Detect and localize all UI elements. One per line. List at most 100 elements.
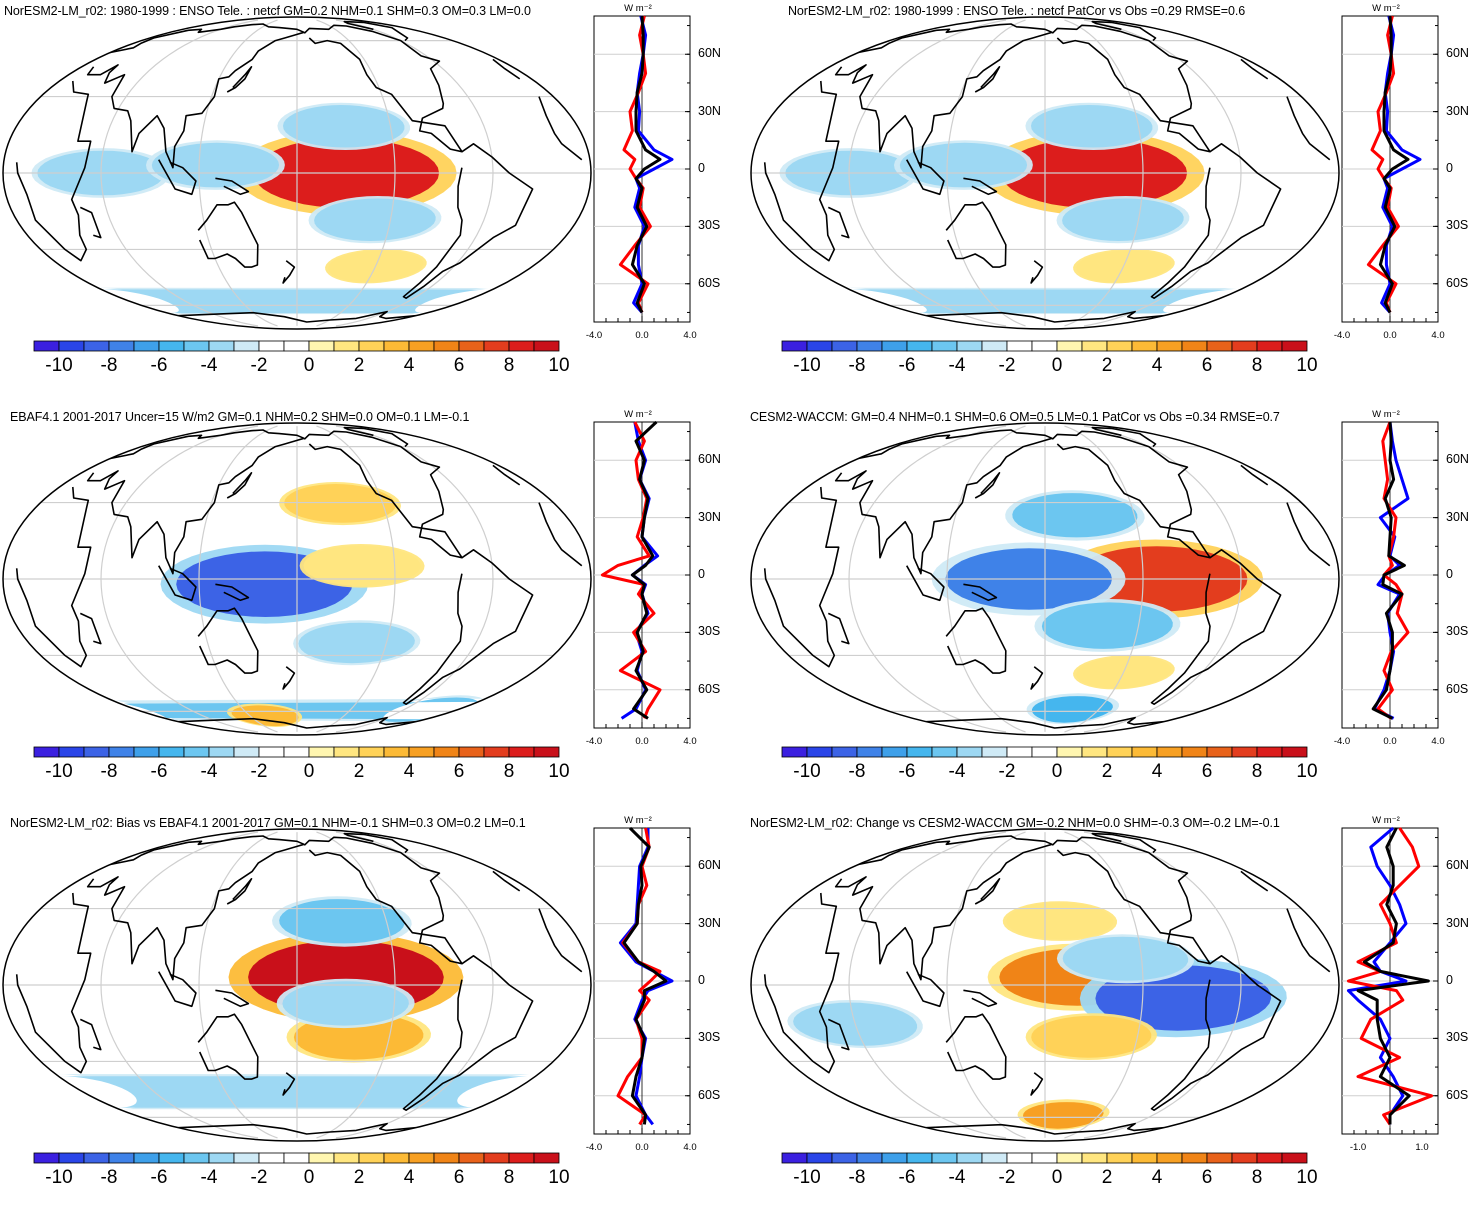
profile-units-label: W m⁻² bbox=[1372, 409, 1400, 420]
colorbar-swatch bbox=[134, 1153, 159, 1163]
colorbar-swatch bbox=[832, 747, 857, 757]
colorbar-swatch bbox=[807, 747, 832, 757]
colorbar-tick-label: 0 bbox=[1035, 355, 1079, 377]
colorbar-swatch bbox=[59, 341, 84, 351]
colorbar-swatch bbox=[1032, 1153, 1057, 1163]
colorbar-tick-label: 4 bbox=[1135, 761, 1179, 783]
colorbar-tick-label: 8 bbox=[487, 761, 531, 783]
colorbar-tick-label: 6 bbox=[437, 1167, 481, 1189]
colorbar-tick-label: 10 bbox=[537, 355, 581, 377]
profile-y-tick-label: 30N bbox=[1446, 916, 1469, 930]
profile-y-tick-label: 60S bbox=[1446, 682, 1468, 696]
colorbar-swatch bbox=[1032, 341, 1057, 351]
profile-y-tick-label: 60S bbox=[1446, 276, 1468, 290]
colorbar-tick-label: 8 bbox=[1235, 761, 1279, 783]
colorbar-swatch bbox=[534, 1153, 559, 1163]
colorbar-swatch bbox=[509, 341, 534, 351]
colorbar-tick-label: -10 bbox=[37, 355, 81, 377]
panel-6: NorESM2-LM_r02: Change vs CESM2-WACCM GM… bbox=[748, 812, 1483, 1207]
profile-series-blue bbox=[620, 828, 672, 1124]
colorbar-swatch bbox=[359, 1153, 384, 1163]
colorbar-tick-label: -8 bbox=[87, 1167, 131, 1189]
profile-x-tick-label: -4.0 bbox=[586, 330, 602, 341]
colorbar-tick-label: -4 bbox=[187, 1167, 231, 1189]
colorbar-swatch bbox=[782, 1153, 807, 1163]
colorbar-swatch bbox=[134, 747, 159, 757]
profile-y-tick-label: 30N bbox=[1446, 510, 1469, 524]
colorbar-swatch bbox=[1132, 1153, 1157, 1163]
colorbar-tick-label: -8 bbox=[835, 355, 879, 377]
profile-y-tick-label: 0 bbox=[1446, 973, 1453, 987]
profile-y-tick-label: 0 bbox=[1446, 567, 1453, 581]
colorbar-tick-label: -6 bbox=[137, 761, 181, 783]
colorbar-swatch bbox=[1157, 341, 1182, 351]
colorbar-swatch bbox=[982, 747, 1007, 757]
colorbar-swatch bbox=[309, 341, 334, 351]
colorbar-swatch bbox=[1282, 747, 1307, 757]
colorbar-tick-label: 6 bbox=[1185, 761, 1229, 783]
colorbar-tick-label: -2 bbox=[985, 1167, 1029, 1189]
colorbar-swatch bbox=[907, 747, 932, 757]
colorbar-swatch bbox=[84, 341, 109, 351]
colorbar bbox=[33, 1152, 560, 1164]
profile-y-tick-label: 0 bbox=[698, 973, 705, 987]
profile-x-tick-label: 0.0 bbox=[1383, 330, 1396, 341]
colorbar-swatch bbox=[1232, 747, 1257, 757]
profile-x-tick-label: 4.0 bbox=[683, 1142, 696, 1153]
colorbar-tick-label: 6 bbox=[437, 761, 481, 783]
colorbar-swatch bbox=[59, 747, 84, 757]
colorbar-tick-label: 2 bbox=[337, 355, 381, 377]
colorbar-swatch bbox=[284, 747, 309, 757]
profile-y-tick-label: 30S bbox=[1446, 218, 1468, 232]
colorbar-tick-label: 0 bbox=[1035, 1167, 1079, 1189]
profile-y-tick-label: 60S bbox=[1446, 1088, 1468, 1102]
colorbar-tick-label: -6 bbox=[137, 1167, 181, 1189]
colorbar-swatch bbox=[259, 341, 284, 351]
colorbar-swatch bbox=[409, 747, 434, 757]
colorbar-tick-label: 10 bbox=[1285, 761, 1329, 783]
colorbar-swatch bbox=[234, 341, 259, 351]
colorbar-swatch bbox=[1182, 1153, 1207, 1163]
profile-x-tick-label: -4.0 bbox=[1334, 330, 1350, 341]
map bbox=[0, 826, 594, 1148]
colorbar-swatch bbox=[1257, 341, 1282, 351]
colorbar-swatch bbox=[334, 747, 359, 757]
colorbar-tick-label: -10 bbox=[785, 1167, 829, 1189]
colorbar-tick-label: -2 bbox=[985, 355, 1029, 377]
colorbar-swatch bbox=[359, 747, 384, 757]
colorbar-tick-label: 2 bbox=[1085, 355, 1129, 377]
colorbar-swatch bbox=[882, 1153, 907, 1163]
colorbar-tick-label: -8 bbox=[87, 761, 131, 783]
profile-x-tick-label: 1.0 bbox=[1415, 1142, 1428, 1153]
colorbar-swatch bbox=[1057, 747, 1082, 757]
profile-units-label: W m⁻² bbox=[1372, 815, 1400, 826]
colorbar-swatch bbox=[84, 747, 109, 757]
colorbar-swatch bbox=[1232, 1153, 1257, 1163]
colorbar-swatch bbox=[1007, 747, 1032, 757]
colorbar-swatch bbox=[384, 747, 409, 757]
profile-x-tick-label: 4.0 bbox=[683, 736, 696, 747]
colorbar-swatch bbox=[1082, 341, 1107, 351]
profile-x-tick-label: 4.0 bbox=[1431, 330, 1444, 341]
colorbar-swatch bbox=[84, 1153, 109, 1163]
profile-y-tick-label: 60S bbox=[698, 1088, 720, 1102]
colorbar-swatch bbox=[1082, 1153, 1107, 1163]
colorbar-tick-label: 0 bbox=[1035, 761, 1079, 783]
colorbar-swatch bbox=[359, 341, 384, 351]
profile-y-tick-label: 30S bbox=[698, 1030, 720, 1044]
colorbar-swatch bbox=[1257, 1153, 1282, 1163]
profile-y-tick-label: 60N bbox=[1446, 46, 1469, 60]
colorbar bbox=[33, 746, 560, 758]
colorbar-swatch bbox=[409, 1153, 434, 1163]
colorbar-swatch bbox=[1082, 747, 1107, 757]
colorbar-tick-label: -2 bbox=[237, 1167, 281, 1189]
colorbar-swatch bbox=[459, 341, 484, 351]
colorbar-tick-label: 10 bbox=[537, 1167, 581, 1189]
profile-y-tick-label: 60N bbox=[1446, 452, 1469, 466]
colorbar-swatch bbox=[309, 747, 334, 757]
colorbar-tick-label: 4 bbox=[387, 1167, 431, 1189]
colorbar-swatch bbox=[159, 747, 184, 757]
colorbar-swatch bbox=[1132, 747, 1157, 757]
